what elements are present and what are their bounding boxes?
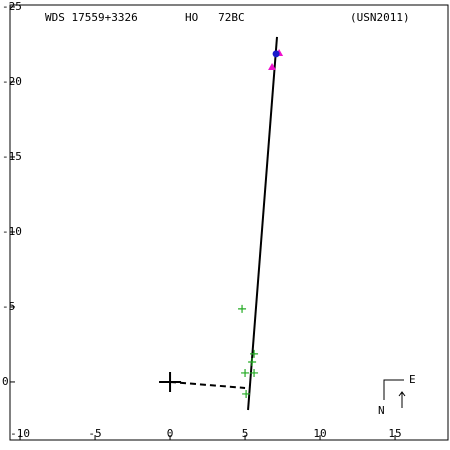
x-tick-label: 10 (313, 427, 326, 440)
x-tick-label: 15 (388, 427, 401, 440)
measure-plus (250, 349, 259, 358)
predicted-dot (272, 50, 280, 58)
compass-north: N (378, 404, 385, 417)
x-tick-label: -5 (88, 427, 101, 440)
compass-axes (383, 379, 404, 400)
header-ref: (USN2011) (350, 11, 410, 24)
measure-plus (238, 304, 247, 313)
y-tick-label: -15 (2, 150, 22, 163)
primary-cross (159, 371, 182, 392)
header-name: HO 72BC (185, 11, 245, 24)
dashed-line (169, 380, 246, 389)
y-tick-label: 0 (2, 375, 9, 388)
x-tick-label: -10 (10, 427, 30, 440)
y-tick-label: -5 (2, 300, 15, 313)
compass: N E (378, 373, 416, 417)
measure-triangle (268, 62, 277, 70)
plot-frame (9, 4, 449, 441)
x-tick-label: 5 (242, 427, 249, 440)
compass-arrowhead (398, 391, 406, 397)
orbit-line (247, 36, 278, 411)
header-id: WDS 17559+3326 (45, 11, 138, 24)
x-tick-label: 0 (167, 427, 174, 440)
compass-east: E (409, 373, 416, 386)
y-tick-label: -25 (2, 0, 22, 13)
measure-plus (242, 389, 251, 398)
measure-plus (248, 358, 257, 366)
y-tick-label: -10 (2, 225, 22, 238)
measure-plus (250, 368, 259, 377)
y-tick-label: -20 (2, 75, 22, 88)
measure-plus (241, 368, 250, 377)
